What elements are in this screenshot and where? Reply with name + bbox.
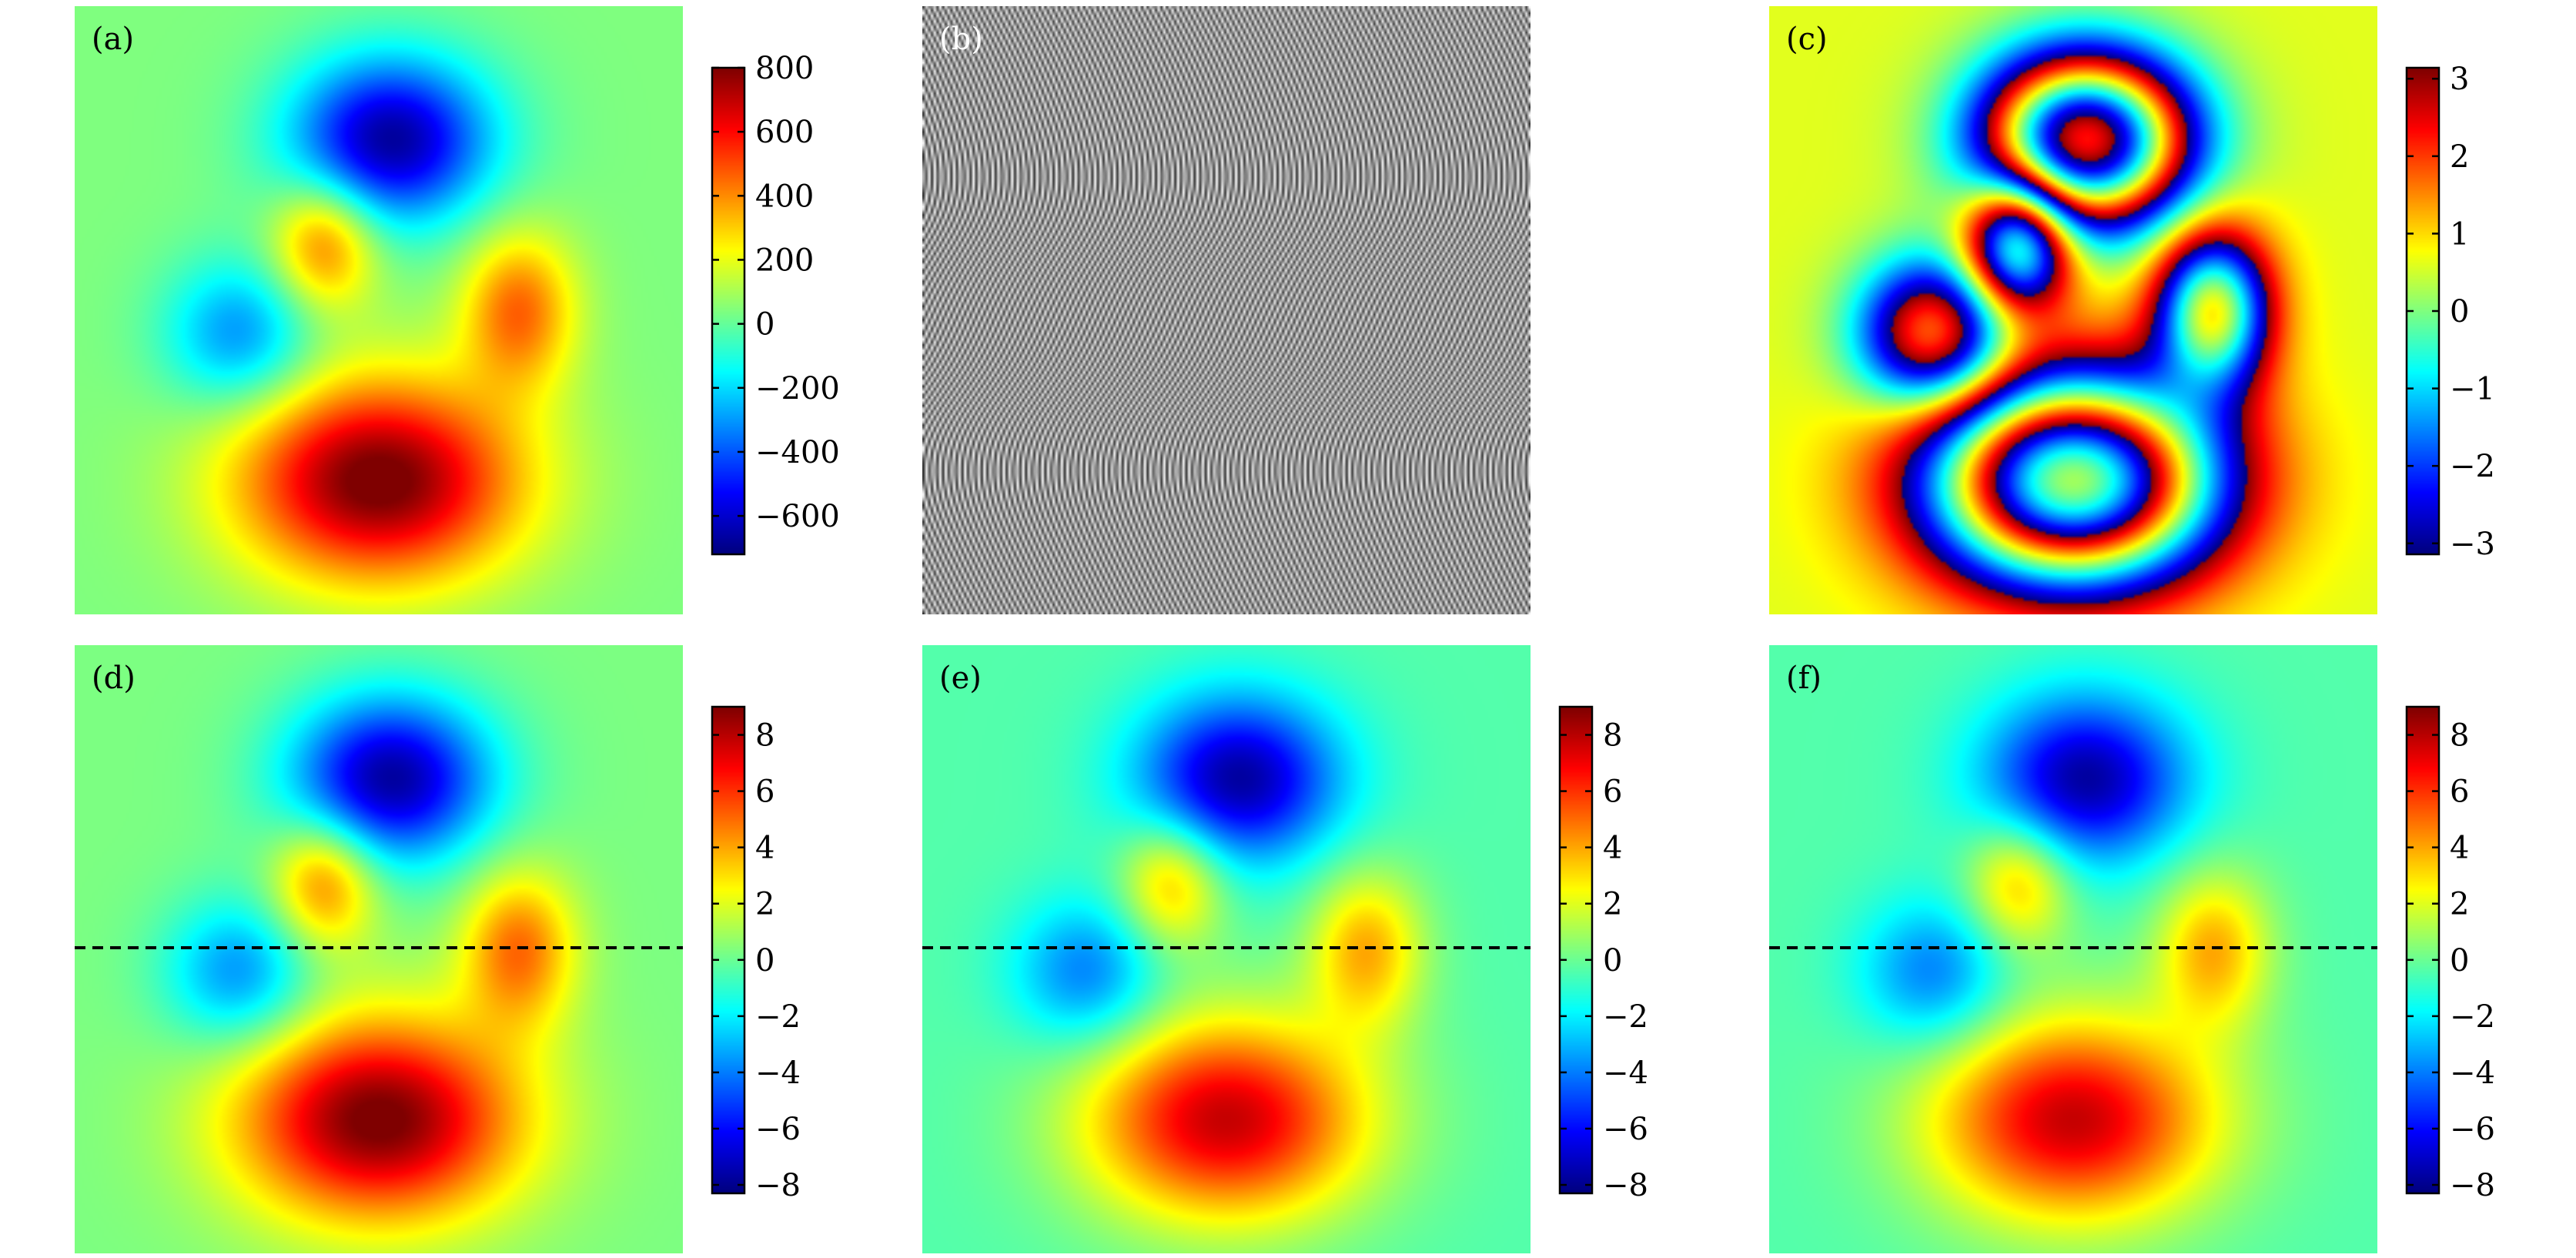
colorbar-tick-label-d-6: −4: [755, 1056, 801, 1091]
colorbar-tick-label-f-7: −6: [2450, 1112, 2495, 1147]
colorbar-tick-label-d-5: −2: [755, 999, 801, 1035]
colorbar-gradient-d: [712, 707, 744, 1193]
colorbar-tick-label-c-0: 3: [2450, 62, 2469, 97]
colorbar-tick-label-d-4: 0: [755, 943, 774, 979]
colorbar-tick-label-a-5: −200: [755, 371, 840, 407]
colorbar-tick-label-a-2: 400: [755, 179, 814, 214]
colorbar-tick-label-f-4: 0: [2450, 943, 2469, 979]
colorbar-tick-label-d-3: 2: [755, 887, 774, 922]
colorbar-tick-label-d-2: 4: [755, 831, 774, 866]
colorbar-tick-label-a-4: 0: [755, 307, 774, 343]
panel-label-f: (f): [1786, 661, 1822, 696]
colorbar-tick-label-e-6: −4: [1603, 1056, 1648, 1091]
colorbar-tick-label-a-7: −600: [755, 499, 840, 534]
heatmap-image-a: [75, 6, 683, 614]
colorbar-tick-label-f-6: −4: [2450, 1056, 2495, 1091]
colorbar-frame-f: [2405, 705, 2441, 1195]
panel-d: (d) 8 6 4 2 0 −2 −4 −6 −8: [75, 645, 801, 1253]
colorbar-tick-label-a-1: 600: [755, 115, 814, 150]
colorbar-c: 3 2 1 0 −1 −2 −3: [2405, 62, 2495, 562]
colorbar-tick-label-d-7: −6: [755, 1112, 801, 1147]
colorbar-tick-label-e-4: 0: [1603, 943, 1622, 979]
colorbar-tick-label-f-1: 6: [2450, 775, 2469, 810]
colorbar-f: 8 6 4 2 0 −2 −4 −6 −8: [2405, 705, 2495, 1203]
colorbar-d: 8 6 4 2 0 −2 −4 −6 −8: [711, 705, 801, 1203]
colorbar-tick-label-e-5: −2: [1603, 999, 1648, 1035]
colorbar-tick-label-a-3: 200: [755, 243, 814, 278]
panel-label-e: (e): [939, 661, 982, 696]
panel-b: (b): [922, 6, 1531, 614]
colorbar-frame-a: [711, 66, 746, 556]
panel-label-b: (b): [939, 22, 983, 57]
colorbar-frame-e: [1558, 705, 1594, 1195]
colorbar-tick-label-e-2: 4: [1603, 831, 1622, 866]
colorbar-a: 800 600 400 200 0 −200 −400 −600: [711, 51, 840, 556]
colorbar-tick-label-f-8: −8: [2450, 1168, 2495, 1203]
panel-e: (e) 8 6 4 2 0 −2 −4 −6 −8: [922, 645, 1648, 1253]
panel-label-a: (a): [92, 22, 134, 57]
panel-f: (f) 8 6 4 2 0 −2 −4 −6 −8: [1769, 645, 2495, 1253]
colorbar-tick-label-e-3: 2: [1603, 887, 1622, 922]
colorbar-tick-label-e-1: 6: [1603, 775, 1622, 810]
colorbar-tick-label-c-4: −1: [2450, 372, 2495, 407]
colorbar-tick-label-e-0: 8: [1603, 718, 1622, 754]
colorbar-e: 8 6 4 2 0 −2 −4 −6 −8: [1558, 705, 1648, 1203]
colorbar-tick-label-f-5: −2: [2450, 999, 2495, 1035]
colorbar-frame-d: [711, 705, 746, 1195]
panel-c: (c) 3 2 1 0 −1 −2 −3: [1769, 6, 2495, 614]
colorbar-tick-label-c-1: 2: [2450, 139, 2469, 175]
colorbar-tick-label-c-5: −2: [2450, 449, 2495, 484]
panel-label-d: (d): [92, 661, 135, 696]
colorbar-gradient-e: [1560, 707, 1592, 1193]
colorbar-tick-label-f-2: 4: [2450, 831, 2469, 866]
panel-a: (a) 800 600 400 200 0 −200 −400 −600: [75, 6, 840, 614]
colorbar-tick-label-e-7: −6: [1603, 1112, 1648, 1147]
colorbar-tick-label-d-8: −8: [755, 1168, 801, 1203]
colorbar-gradient-a: [712, 68, 744, 554]
panel-label-c: (c): [1786, 22, 1828, 57]
colorbar-tick-label-c-6: −3: [2450, 527, 2495, 562]
colorbar-gradient-f: [2407, 707, 2439, 1193]
colorbar-tick-label-d-1: 6: [755, 775, 774, 810]
colorbar-tick-label-c-2: 1: [2450, 216, 2469, 252]
colorbar-tick-label-e-8: −8: [1603, 1168, 1648, 1203]
colorbar-tick-label-a-6: −400: [755, 435, 840, 470]
colorbar-tick-label-c-3: 0: [2450, 294, 2469, 330]
colorbar-tick-label-a-0: 800: [755, 51, 814, 86]
colorbar-tick-label-f-3: 2: [2450, 887, 2469, 922]
colorbar-tick-label-d-0: 8: [755, 718, 774, 754]
heatmap-image-c: [1769, 6, 2377, 614]
heatmap-image-b: [922, 6, 1531, 614]
colorbar-tick-label-f-0: 8: [2450, 718, 2469, 754]
